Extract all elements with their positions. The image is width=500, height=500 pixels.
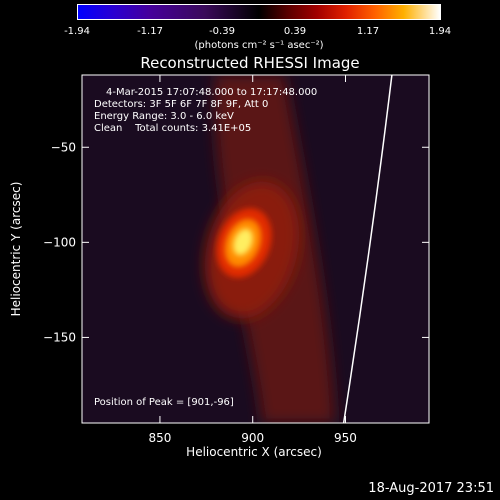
- y-axis-label: Heliocentric Y (arcsec): [9, 182, 23, 317]
- x-tick-label: 850: [148, 431, 171, 445]
- solar-limb-line: [342, 75, 393, 423]
- colorbar-tick-label: 1.17: [356, 26, 380, 37]
- colorbar-tick-label: -0.39: [209, 26, 235, 37]
- colorbar-unit-label: (photons cm⁻² s⁻¹ asec⁻²): [194, 40, 324, 51]
- image-area: [82, 75, 429, 423]
- y-axis: −50 −100 −150: [43, 140, 429, 344]
- y-tick-label: −150: [43, 330, 76, 344]
- time-range-text: 4-Mar-2015 17:07:48.000 to 17:17:48.000: [106, 87, 318, 98]
- colorbar-tick-label: -1.94: [64, 26, 90, 37]
- colorbar: [77, 4, 441, 20]
- y-tick-label: −100: [43, 235, 76, 249]
- colorbar-tick-label: 1.94: [428, 26, 452, 37]
- plot-frame: [81, 74, 430, 424]
- chart-title: Reconstructed RHESSI Image: [140, 54, 360, 72]
- y-tick-label: −50: [51, 140, 76, 154]
- emission-peak: [233, 228, 253, 256]
- x-tick-label: 950: [334, 431, 357, 445]
- colorbar-tick-label: 0.39: [283, 26, 307, 37]
- timestamp: 18-Aug-2017 23:51: [368, 481, 494, 496]
- x-axis: 850 900 950: [148, 75, 357, 445]
- peak-position-text: Position of Peak = [901,-96]: [94, 397, 234, 408]
- detectors-text: Detectors: 3F 5F 6F 7F 8F 9F, Att 0: [94, 99, 269, 110]
- colorbar-tick-label: -1.17: [137, 26, 163, 37]
- x-axis-label: Heliocentric X (arcsec): [186, 445, 322, 459]
- clean-counts-text: Clean Total counts: 3.41E+05: [94, 123, 252, 134]
- energy-range-text: Energy Range: 3.0 - 6.0 keV: [94, 111, 234, 122]
- x-tick-label: 900: [241, 431, 264, 445]
